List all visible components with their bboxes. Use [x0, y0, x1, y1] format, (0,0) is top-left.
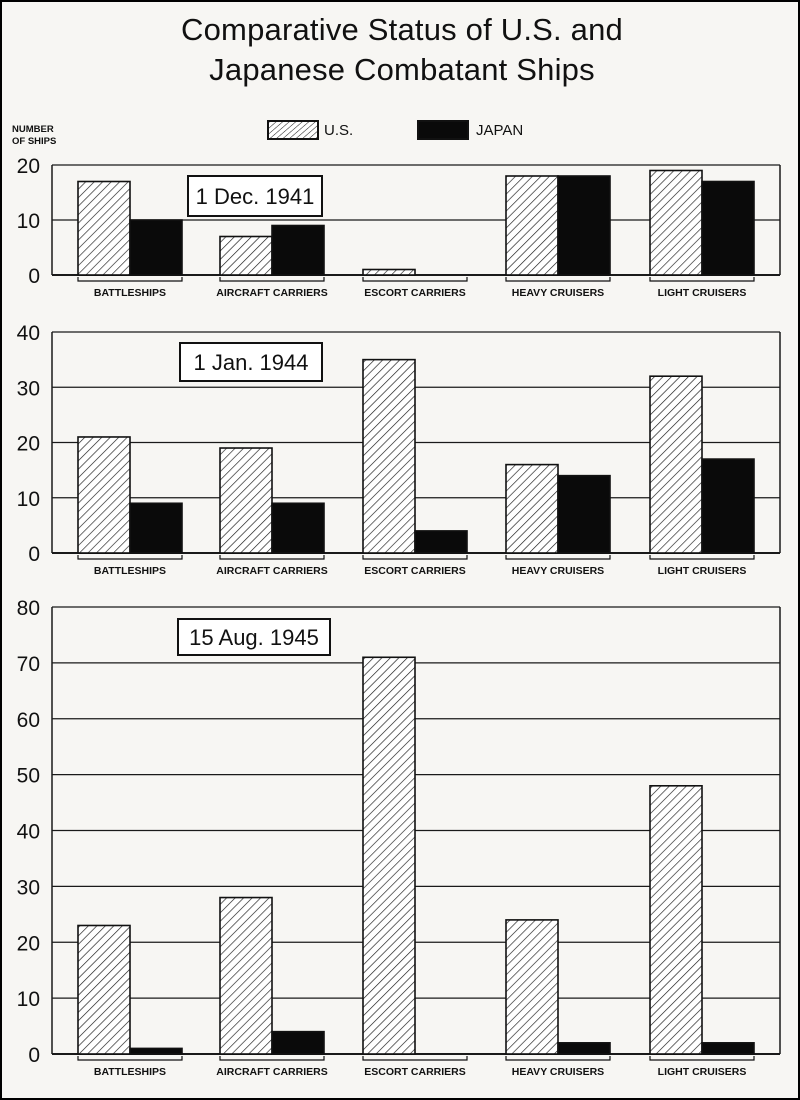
- y-tick-label: 70: [17, 653, 40, 676]
- chart-panel-3: 0 10 20 30 40 50 60 70 80 BATTLESHIPS AIRCRAFT CAR…: [17, 597, 781, 1078]
- bar-us: [219, 235, 273, 276]
- category-bracket: [505, 277, 611, 282]
- legend-label-us: U.S.: [324, 122, 354, 139]
- category-bracket: [77, 555, 183, 560]
- y-tick-label: 80: [17, 597, 40, 620]
- bar-us: [77, 924, 131, 1055]
- y-tick-label: 10: [17, 210, 40, 233]
- category-bracket: [649, 1056, 755, 1061]
- y-tick-label: 10: [17, 488, 40, 511]
- category-bracket: [649, 555, 755, 560]
- bar-us: [362, 358, 416, 554]
- bar-japan: [129, 219, 183, 276]
- bar-japan: [701, 1042, 755, 1055]
- category-bracket: [362, 555, 468, 560]
- bar-japan: [271, 502, 325, 554]
- legend: U.S. JAPAN: [2, 114, 800, 144]
- y-tick-label: 0: [28, 1044, 40, 1067]
- category-label: BATTLESHIPS: [94, 287, 166, 299]
- category-bracket: [77, 277, 183, 282]
- y-axis-label: NUMBER OF SHIPS: [12, 124, 72, 148]
- y-tick-label: 30: [17, 876, 40, 899]
- y-axis-label-line-1: NUMBER: [12, 124, 54, 135]
- date-label: 15 Aug. 1945: [189, 625, 319, 650]
- bar-us: [362, 268, 416, 276]
- category-label: HEAVY CRUISERS: [512, 287, 604, 299]
- bar-us: [649, 375, 703, 554]
- category-bracket: [362, 277, 468, 282]
- bar-japan: [701, 180, 755, 276]
- y-tick-label: 20: [17, 433, 40, 456]
- bar-japan: [414, 530, 468, 554]
- bar-us: [77, 180, 131, 276]
- chart-panel-1: 0 10 20 BATTLESHIPS AIRCRAFT CARRIERS ESCORT …: [17, 155, 781, 299]
- bar-japan: [557, 1042, 611, 1055]
- y-tick-label: 40: [17, 821, 40, 844]
- y-axis-label-line-2: OF SHIPS: [12, 136, 57, 147]
- date-label: 1 Jan. 1944: [194, 350, 309, 375]
- chart-title: Comparative Status of U.S. and Japanese …: [2, 10, 800, 90]
- y-tick-label: 0: [28, 265, 40, 288]
- category-label: ESCORT CARRIERS: [364, 565, 466, 577]
- category-label: AIRCRAFT CARRIERS: [216, 1066, 327, 1078]
- y-tick-label: 0: [28, 543, 40, 566]
- category-bracket: [219, 277, 325, 282]
- category-label: HEAVY CRUISERS: [512, 1066, 604, 1078]
- category-bracket: [362, 1056, 468, 1061]
- y-tick-label: 10: [17, 988, 40, 1011]
- category-label: AIRCRAFT CARRIERS: [216, 565, 327, 577]
- bar-japan: [271, 224, 325, 276]
- category-bracket: [219, 1056, 325, 1061]
- bar-us: [649, 784, 703, 1055]
- bar-us: [649, 169, 703, 276]
- category-label: ESCORT CARRIERS: [364, 287, 466, 299]
- y-tick-label: 50: [17, 765, 40, 788]
- bar-us: [505, 919, 559, 1055]
- bar-us: [505, 175, 559, 276]
- bar-us: [505, 463, 559, 554]
- category-label: LIGHT CRUISERS: [658, 565, 747, 577]
- y-tick-label: 20: [17, 155, 40, 178]
- bar-japan: [271, 1030, 325, 1055]
- date-label: 1 Dec. 1941: [196, 184, 315, 209]
- y-tick-label: 60: [17, 709, 40, 732]
- bar-us: [219, 896, 273, 1055]
- title-line-2: Japanese Combatant Ships: [209, 52, 595, 87]
- category-label: BATTLESHIPS: [94, 1066, 166, 1078]
- category-label: HEAVY CRUISERS: [512, 565, 604, 577]
- legend-swatch-japan: [417, 120, 469, 140]
- category-bracket: [77, 1056, 183, 1061]
- category-bracket: [219, 555, 325, 560]
- bar-japan: [557, 474, 611, 554]
- date-label-box: [187, 175, 323, 217]
- category-label: AIRCRAFT CARRIERS: [216, 287, 327, 299]
- y-tick-label: 40: [17, 322, 40, 345]
- bar-japan: [701, 458, 755, 554]
- date-label-box: [177, 618, 331, 656]
- chart-panel-2: 0 10 20 30 40 BATTLESHIPS AIRCRAFT CARRIERS ESC…: [17, 322, 781, 577]
- bar-us: [77, 436, 131, 554]
- y-tick-label: 20: [17, 932, 40, 955]
- legend-label-japan: JAPAN: [476, 122, 524, 139]
- category-bracket: [505, 555, 611, 560]
- y-tick-label: 30: [17, 377, 40, 400]
- title-line-1: Comparative Status of U.S. and: [181, 12, 623, 47]
- date-label-box: [179, 342, 323, 382]
- bar-us: [362, 656, 416, 1055]
- category-bracket: [505, 1056, 611, 1061]
- bar-japan: [129, 502, 183, 554]
- bar-japan: [129, 1047, 183, 1055]
- legend-swatch-us: [267, 120, 319, 140]
- bar-us: [219, 447, 273, 554]
- category-label: ESCORT CARRIERS: [364, 1066, 466, 1078]
- category-label: LIGHT CRUISERS: [658, 287, 747, 299]
- bar-japan: [557, 175, 611, 276]
- category-bracket: [649, 277, 755, 282]
- category-label: LIGHT CRUISERS: [658, 1066, 747, 1078]
- category-label: BATTLESHIPS: [94, 565, 166, 577]
